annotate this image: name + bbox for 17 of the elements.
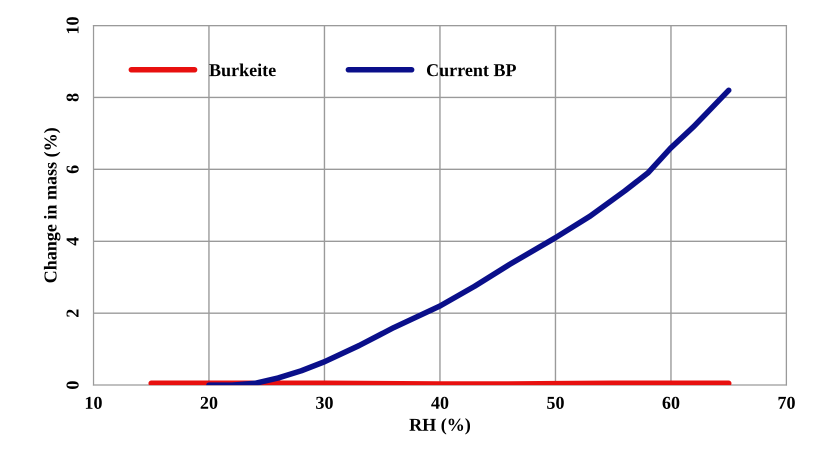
y-tick-label: 0 — [66, 381, 79, 389]
y-tick-label: 10 — [66, 17, 79, 34]
x-tick-label: 30 — [316, 396, 333, 409]
y-tick-label: 6 — [66, 165, 79, 174]
y-tick-label: 4 — [66, 237, 78, 246]
y-tick-label: 2 — [66, 309, 78, 317]
x-tick-label: 10 — [86, 396, 102, 409]
x-tick-label: 60 — [662, 396, 680, 409]
x-tick-label: 20 — [200, 396, 218, 409]
x-tick-label: 50 — [547, 396, 564, 409]
legend-label: Current BP — [426, 64, 516, 76]
legend-label: Burkeite — [209, 64, 276, 76]
y-tick-label: 8 — [66, 94, 79, 102]
x-tick-label: 40 — [431, 396, 448, 409]
y-axis-title: Change in mass (%) — [44, 128, 60, 282]
x-tick-label: 70 — [778, 396, 795, 409]
x-axis-title: RH (%) — [409, 418, 470, 435]
